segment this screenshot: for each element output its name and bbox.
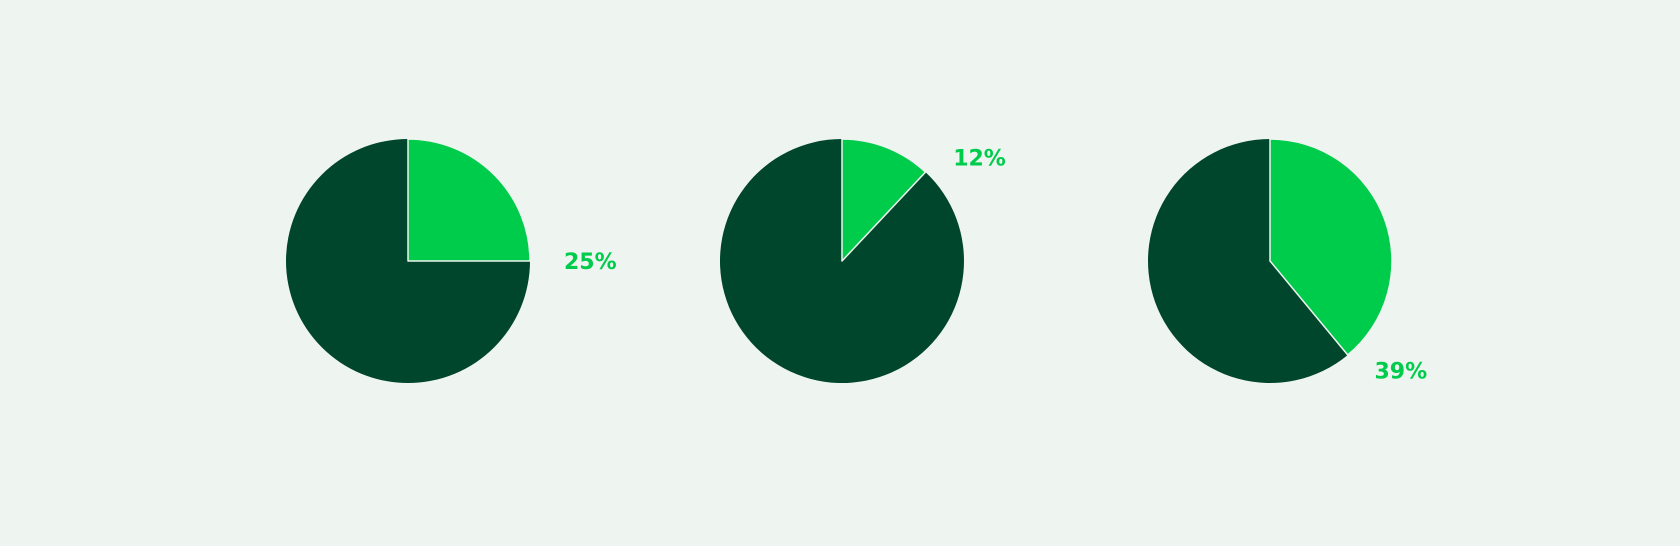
pie-3-remainder-slice bbox=[1148, 139, 1348, 383]
pie-3-highlight-slice bbox=[1269, 138, 1393, 356]
pie-2-percent-label: 12% bbox=[953, 147, 1006, 172]
pie-1-highlight-slice bbox=[407, 138, 531, 262]
pie-2-highlight-slice bbox=[841, 138, 927, 262]
pie-1-percent-label: 25% bbox=[564, 250, 617, 275]
pie-chart-1: 25% bbox=[286, 138, 617, 383]
pie-3-percent-label: 39% bbox=[1375, 359, 1428, 384]
pie-chart-3: 39% bbox=[1148, 138, 1428, 384]
pie-chart-2: 12% bbox=[719, 138, 1006, 383]
